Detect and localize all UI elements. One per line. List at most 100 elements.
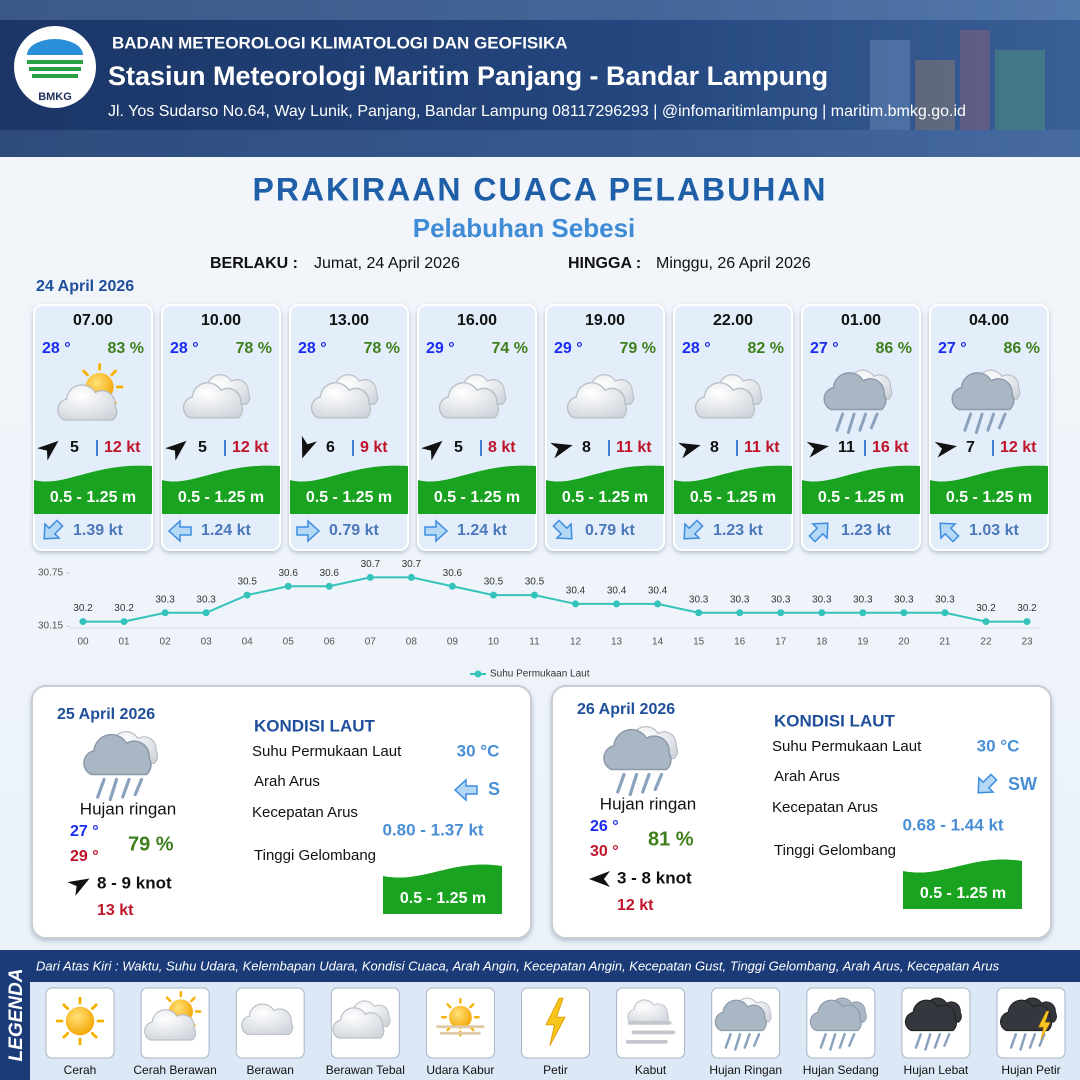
sst-point xyxy=(900,609,908,617)
legend-side-band xyxy=(0,950,30,1080)
slot-temp: 28 ° xyxy=(682,340,711,357)
sst-point xyxy=(284,582,292,590)
legend-item-label: Berawan Tebal xyxy=(326,1063,405,1077)
sst-value-label: 30.3 xyxy=(853,594,873,605)
x-tick-label: 11 xyxy=(529,637,540,648)
wave-shape xyxy=(162,465,280,514)
slot-time: 01.00 xyxy=(841,312,881,329)
sst-value-label: 30.7 xyxy=(402,559,422,570)
day-gust: 12 kt xyxy=(617,897,654,914)
x-tick-label: 19 xyxy=(857,637,869,648)
dir-label: Arah Arus xyxy=(774,768,840,785)
sst-point xyxy=(654,600,662,608)
slot-current: 1.39 kt xyxy=(73,522,123,539)
x-tick-label: 18 xyxy=(816,637,828,648)
speed-value: 0.80 - 1.37 kt xyxy=(382,820,483,839)
day-date: 25 April 2026 xyxy=(57,706,155,723)
x-tick-label: 21 xyxy=(939,637,951,648)
slot-time: 19.00 xyxy=(585,312,625,329)
legend-item-label: Petir xyxy=(543,1063,568,1077)
title: PRAKIRAAN CUACA PELABUHAN xyxy=(252,171,827,207)
wave-shape xyxy=(546,465,664,514)
sst-value-label: 30.4 xyxy=(607,586,627,597)
sst-point xyxy=(777,609,785,617)
legend-desc-band xyxy=(30,950,1080,982)
wave-shape xyxy=(290,465,408,514)
sst-point xyxy=(941,609,949,617)
valid-to: Minggu, 26 April 2026 xyxy=(656,255,811,272)
slot-humidity: 86 % xyxy=(1004,340,1040,357)
sst-value-label: 30.2 xyxy=(73,603,93,614)
subtitle: Pelabuhan Sebesi xyxy=(413,213,636,243)
x-tick-label: 07 xyxy=(365,637,377,648)
sst-value-label: 30.3 xyxy=(935,594,955,605)
slot-wind: 5 xyxy=(70,439,79,456)
day-condition: Hujan ringan xyxy=(80,799,176,818)
sst-value-label: 30.3 xyxy=(730,594,750,605)
slot-current: 1.23 kt xyxy=(713,522,763,539)
slot-gust: 12 kt xyxy=(104,439,141,456)
sst-value-label: 30.3 xyxy=(155,594,175,605)
sst-value: 30 °C xyxy=(457,741,500,760)
slot-gust: 12 kt xyxy=(1000,439,1037,456)
x-tick-label: 04 xyxy=(242,637,254,648)
day-wind: 8 - 9 knot xyxy=(97,873,172,892)
dir-label: Arah Arus xyxy=(254,773,320,790)
legend-item-label: Hujan Ringan xyxy=(709,1063,782,1077)
sst-value-label: 30.5 xyxy=(525,577,545,588)
slot-humidity: 78 % xyxy=(364,340,400,357)
sst-value-label: 30.3 xyxy=(812,594,832,605)
day-tmin: 26 ° xyxy=(590,818,619,835)
sst-value-label: 30.6 xyxy=(443,568,463,579)
slot-time: 22.00 xyxy=(713,312,753,329)
day-tmin: 27 ° xyxy=(70,823,99,840)
slot-temp: 28 ° xyxy=(298,340,327,357)
address: Jl. Yos Sudarso No.64, Way Lunik, Panjan… xyxy=(108,103,966,120)
legend-title: LEGENDA xyxy=(6,969,27,1062)
y-tick-label: 30.75 xyxy=(38,568,63,579)
day1-date: 24 April 2026 xyxy=(36,278,134,295)
sst-value-label: 30.5 xyxy=(237,577,257,588)
sst-point xyxy=(120,618,128,626)
x-tick-label: 13 xyxy=(611,637,623,648)
sst-value-label: 30.6 xyxy=(278,568,298,579)
x-tick-label: 06 xyxy=(324,637,336,648)
day-card xyxy=(31,685,532,939)
slot-gust: 11 kt xyxy=(744,439,780,456)
wave-shape xyxy=(903,859,1022,909)
legend-item-label: Hujan Petir xyxy=(1001,1063,1060,1077)
sst-point xyxy=(161,609,169,617)
sea-title: KONDISI LAUT xyxy=(774,711,896,730)
slot-time: 13.00 xyxy=(329,312,369,329)
x-tick-label: 10 xyxy=(488,637,500,648)
slot-wave: 0.5 - 1.25 m xyxy=(434,489,520,506)
sst-label: Suhu Permukaan Laut xyxy=(252,743,402,760)
slot-wave: 0.5 - 1.25 m xyxy=(818,489,904,506)
legend-item-label: Kabut xyxy=(635,1063,667,1077)
speed-value: 0.68 - 1.44 kt xyxy=(902,815,1003,834)
org-name: BADAN METEOROLOGI KLIMATOLOGI DAN GEOFIS… xyxy=(112,33,568,52)
wave-shape xyxy=(418,465,536,514)
legend-item-label: Cerah xyxy=(64,1063,97,1077)
legend-item-label: Udara Kabur xyxy=(426,1063,494,1077)
slot-wave: 0.5 - 1.25 m xyxy=(562,489,648,506)
sst-point xyxy=(818,609,826,617)
sst-value-label: 30.3 xyxy=(771,594,791,605)
sst-value-label: 30.5 xyxy=(484,577,504,588)
wave-shape xyxy=(930,465,1048,514)
legend-marker xyxy=(474,670,482,678)
slot-current: 1.24 kt xyxy=(201,522,251,539)
logo-mark xyxy=(27,39,83,78)
sst-value: 30 °C xyxy=(977,736,1020,755)
slot-humidity: 82 % xyxy=(748,340,784,357)
sst-value-label: 30.3 xyxy=(689,594,709,605)
x-tick-label: 15 xyxy=(693,637,705,648)
slot-time: 07.00 xyxy=(73,312,113,329)
wave-shape xyxy=(802,465,920,514)
slot-wave: 0.5 - 1.25 m xyxy=(946,489,1032,506)
slot-wave: 0.5 - 1.25 m xyxy=(178,489,264,506)
day-date: 26 April 2026 xyxy=(577,701,675,718)
x-tick-label: 09 xyxy=(447,637,459,648)
slot-wave: 0.5 - 1.25 m xyxy=(306,489,392,506)
